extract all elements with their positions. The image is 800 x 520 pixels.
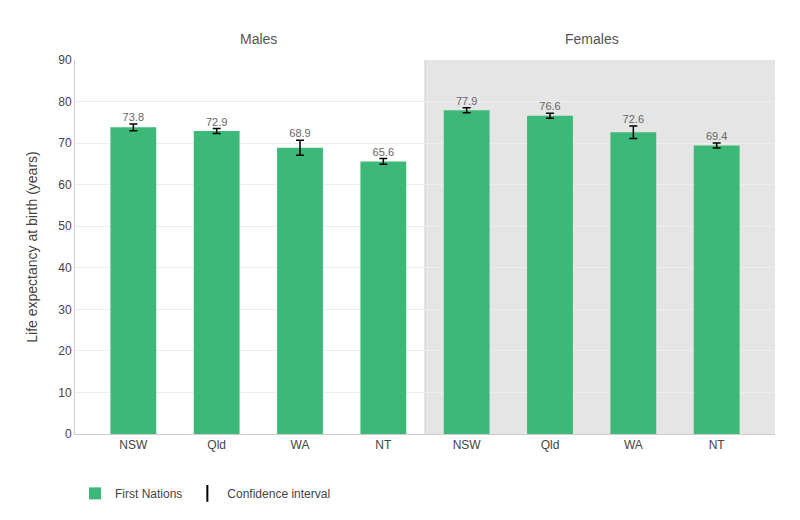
svg-text:68.9: 68.9	[289, 127, 310, 139]
svg-text:90: 90	[58, 53, 72, 67]
svg-text:Qld: Qld	[541, 438, 560, 452]
svg-text:72.6: 72.6	[623, 113, 644, 125]
svg-text:NT: NT	[709, 438, 726, 452]
svg-text:80: 80	[58, 95, 72, 109]
svg-text:WA: WA	[291, 438, 310, 452]
svg-text:20: 20	[58, 344, 72, 358]
svg-text:60: 60	[58, 178, 72, 192]
svg-text:65.6: 65.6	[373, 146, 394, 158]
svg-text:73.8: 73.8	[123, 111, 144, 123]
svg-text:NSW: NSW	[119, 438, 148, 452]
svg-text:40: 40	[58, 261, 72, 275]
svg-text:NT: NT	[375, 438, 392, 452]
svg-text:Confidence interval: Confidence interval	[227, 487, 330, 501]
svg-text:50: 50	[58, 219, 72, 233]
svg-text:WA: WA	[624, 438, 643, 452]
svg-text:0: 0	[65, 427, 72, 441]
svg-text:Life expectancy at birth (year: Life expectancy at birth (years)	[24, 151, 40, 342]
svg-text:Females: Females	[565, 31, 619, 47]
svg-text:72.9: 72.9	[206, 116, 227, 128]
svg-text:70: 70	[58, 136, 72, 150]
svg-text:69.4: 69.4	[706, 130, 727, 142]
svg-text:NSW: NSW	[453, 438, 482, 452]
svg-text:76.6: 76.6	[539, 100, 560, 112]
svg-text:77.9: 77.9	[456, 95, 477, 107]
svg-text:Males: Males	[240, 31, 277, 47]
svg-text:30: 30	[58, 303, 72, 317]
svg-text:First Nations: First Nations	[115, 487, 182, 501]
svg-text:10: 10	[58, 386, 72, 400]
svg-text:Qld: Qld	[207, 438, 226, 452]
